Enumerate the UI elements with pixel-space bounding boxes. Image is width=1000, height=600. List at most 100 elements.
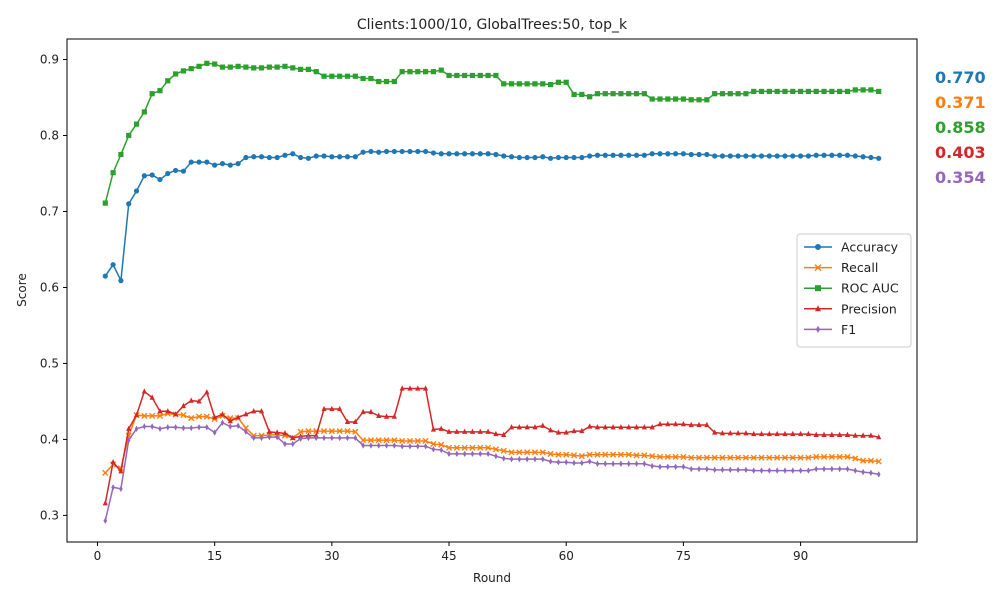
- data-point: [781, 454, 789, 461]
- data-point: [204, 60, 210, 66]
- data-point: [657, 421, 663, 427]
- data-point: [540, 455, 545, 463]
- data-point: [751, 153, 757, 159]
- data-point: [524, 154, 530, 161]
- data-point-stroke: [445, 444, 453, 451]
- data-point: [540, 154, 546, 160]
- data-point: [391, 437, 398, 444]
- data-point: [665, 463, 670, 470]
- data-point-stroke: [344, 427, 351, 435]
- data-point: [383, 148, 390, 155]
- data-point: [547, 450, 554, 457]
- data-point-stroke: [578, 453, 585, 460]
- data-point: [274, 64, 280, 70]
- data-point: [415, 443, 420, 450]
- data-point: [516, 424, 522, 430]
- series-accuracy: [102, 148, 882, 284]
- data-point: [219, 161, 226, 167]
- data-point: [805, 153, 812, 159]
- data-point: [814, 264, 822, 272]
- data-point: [815, 244, 821, 250]
- data-point: [493, 151, 499, 158]
- data-point: [196, 398, 202, 404]
- data-point: [485, 151, 491, 157]
- data-point: [751, 467, 756, 474]
- data-point-stroke: [484, 444, 492, 451]
- data-point: [876, 433, 882, 440]
- final-value-label: 0.354: [935, 168, 986, 187]
- final-value-label: 0.770: [935, 68, 986, 87]
- data-point: [555, 429, 562, 435]
- data-point: [735, 153, 741, 159]
- data-point-stroke: [320, 427, 328, 435]
- data-point: [243, 64, 249, 70]
- x-tick-label: 30: [324, 549, 339, 563]
- data-point: [322, 434, 326, 442]
- data-point: [720, 466, 725, 474]
- data-point: [368, 75, 374, 82]
- data-point: [462, 72, 468, 79]
- data-point: [547, 427, 554, 433]
- series-line: [104, 150, 879, 284]
- data-point: [571, 427, 577, 434]
- data-point: [415, 69, 421, 75]
- legend-box: [796, 233, 912, 348]
- data-point: [821, 431, 827, 437]
- data-point: [337, 405, 343, 412]
- data-point: [141, 388, 147, 394]
- legend-label: Precision: [841, 301, 897, 316]
- data-point: [180, 68, 187, 74]
- data-point: [602, 424, 608, 430]
- data-point: [462, 151, 468, 157]
- data-point: [344, 73, 351, 79]
- data-point: [555, 79, 562, 85]
- plot-area: [102, 60, 882, 524]
- data-point-stroke: [867, 457, 875, 464]
- data-point-stroke: [516, 449, 523, 456]
- data-point: [133, 121, 140, 127]
- data-point: [423, 443, 428, 450]
- data-point: [712, 153, 718, 159]
- data-point: [579, 91, 585, 98]
- data-point: [680, 421, 687, 427]
- y-tick-label: 0.5: [40, 356, 59, 370]
- data-point-stroke: [547, 450, 554, 457]
- data-point-stroke: [766, 454, 773, 461]
- data-point-stroke: [609, 451, 617, 458]
- data-point: [665, 421, 671, 427]
- data-point: [203, 413, 210, 420]
- data-point: [774, 153, 780, 159]
- data-point: [844, 152, 851, 158]
- data-point: [790, 430, 796, 437]
- data-point: [727, 430, 733, 436]
- data-point: [680, 453, 687, 460]
- data-point: [695, 454, 703, 461]
- data-point: [790, 467, 795, 474]
- data-point: [734, 454, 742, 461]
- data-point: [430, 69, 437, 75]
- data-point: [828, 453, 835, 460]
- data-point: [149, 172, 155, 178]
- data-point: [633, 452, 640, 459]
- data-point: [454, 151, 460, 157]
- data-point: [766, 454, 773, 461]
- data-point: [305, 155, 312, 161]
- data-point: [469, 151, 476, 157]
- data-point: [195, 413, 203, 420]
- data-point: [876, 155, 882, 161]
- data-point: [759, 467, 764, 474]
- y-tick-label: 0.6: [40, 280, 59, 294]
- data-point: [141, 173, 147, 179]
- data-point: [697, 465, 701, 473]
- data-point: [352, 73, 358, 79]
- data-point: [376, 78, 382, 85]
- data-point: [274, 429, 280, 435]
- legend-item: Recall: [804, 260, 878, 275]
- data-point-stroke: [399, 437, 406, 445]
- data-point: [704, 97, 710, 103]
- data-point: [408, 443, 412, 450]
- data-point: [517, 455, 522, 463]
- data-point: [845, 465, 850, 473]
- data-point: [415, 385, 421, 391]
